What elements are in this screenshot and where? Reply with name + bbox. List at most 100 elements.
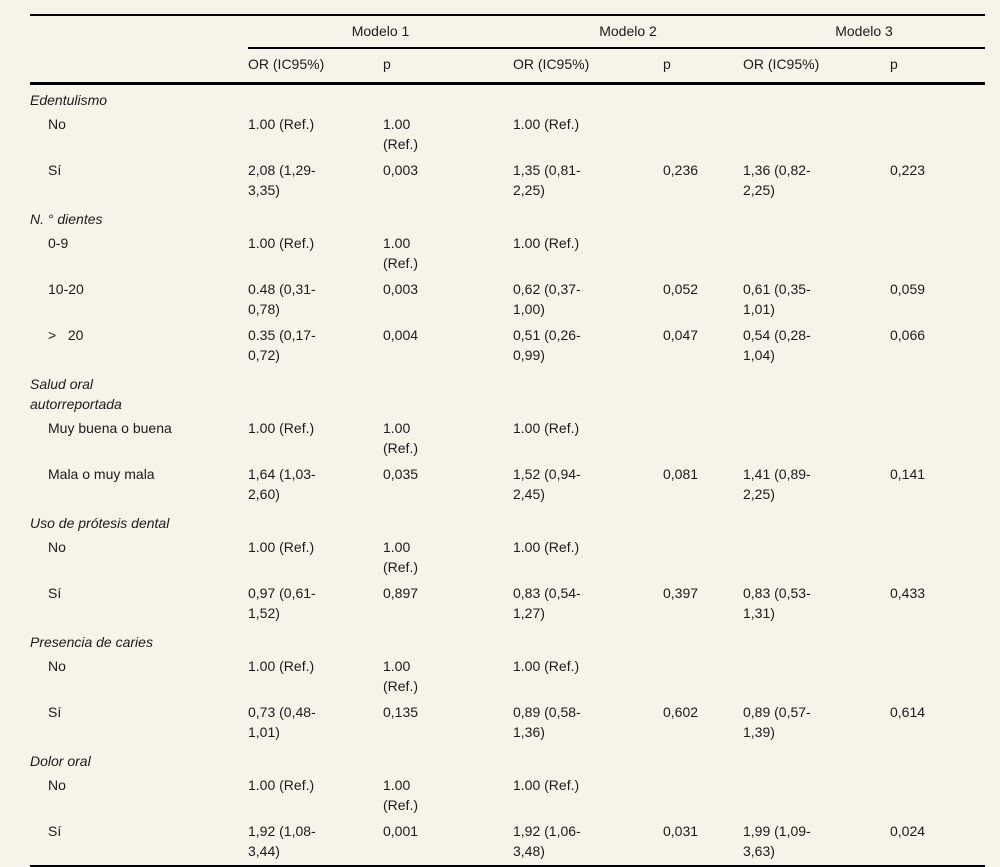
cell-m2-or: 1.00 (Ref.) bbox=[513, 235, 580, 251]
cell-m1-or: 1,64 (1,03- 2,60) bbox=[248, 466, 316, 502]
cell-m1-or: 2,08 (1,29- 3,35) bbox=[248, 162, 316, 198]
row-label: Sí bbox=[48, 585, 62, 601]
cell-m2-or: 1.00 (Ref.) bbox=[513, 658, 580, 674]
cell-m2-or: 1,92 (1,06- 3,48) bbox=[513, 823, 581, 859]
cell-m2-p bbox=[663, 773, 743, 819]
section-header-row: Presencia de caries bbox=[30, 627, 985, 654]
row-label: Muy buena o buena bbox=[48, 420, 172, 436]
corner-empty-cell bbox=[30, 15, 248, 48]
cell-m3-or: 0,54 (0,28- 1,04) bbox=[743, 327, 811, 363]
cell-m1-p: 1.00 (Ref.) bbox=[383, 420, 418, 456]
cell-m1-or: 1,92 (1,08- 3,44) bbox=[248, 823, 316, 859]
cell-m1-p: 0,035 bbox=[383, 466, 419, 482]
cell-m2-or: 1.00 (Ref.) bbox=[513, 420, 580, 436]
corner-empty-cell bbox=[30, 48, 248, 85]
subheader-or-m1: OR (IC95%) bbox=[248, 48, 383, 85]
cell-m3-p: 0,024 bbox=[890, 823, 926, 839]
results-table: Modelo 1 Modelo 2 Modelo 3 OR (IC95%) p … bbox=[30, 14, 985, 867]
cell-m3-p: 0,066 bbox=[890, 327, 926, 343]
cell-m1-p: 1.00 (Ref.) bbox=[383, 658, 418, 694]
table-row: Sí 2,08 (1,29- 3,35) 0,003 1,35 (0,81- 2,25… bbox=[30, 158, 985, 204]
section-header-row: Salud oral autorreportada bbox=[30, 369, 985, 416]
cell-m2-or: 1.00 (Ref.) bbox=[513, 539, 580, 555]
cell-m3-p bbox=[890, 112, 985, 158]
cell-m3-p bbox=[890, 231, 985, 277]
cell-m2-or: 0,62 (0,37- 1,00) bbox=[513, 281, 581, 317]
table-row: Sí 1,92 (1,08- 3,44) 0,001 1,92 (1,06- 3,48… bbox=[30, 819, 985, 866]
row-label: No bbox=[48, 539, 66, 555]
cell-m1-or: 1.00 (Ref.) bbox=[248, 116, 315, 132]
table-row: No 1.00 (Ref.) 1.00 (Ref.) 1.00 (Ref.) bbox=[30, 773, 985, 819]
cell-m2-p: 0,236 bbox=[663, 162, 699, 178]
cell-m2-or: 1,35 (0,81- 2,25) bbox=[513, 162, 581, 198]
subheader-or-m2: OR (IC95%) bbox=[513, 48, 663, 85]
table-row: Mala o muy mala 1,64 (1,03- 2,60) 0,035 1,5… bbox=[30, 462, 985, 508]
column-group-modelo-3: Modelo 3 bbox=[743, 15, 985, 49]
cell-m3-or bbox=[743, 112, 890, 158]
sub-header-row: OR (IC95%) p OR (IC95%) p OR (IC95%) p bbox=[30, 48, 985, 85]
cell-m3-p: 0,059 bbox=[890, 281, 926, 297]
cell-m2-p: 0,602 bbox=[663, 704, 699, 720]
cell-m1-p: 1.00 (Ref.) bbox=[383, 777, 418, 813]
cell-m3-or bbox=[743, 416, 890, 462]
cell-m1-or: 1.00 (Ref.) bbox=[248, 420, 315, 436]
cell-m3-or bbox=[743, 535, 890, 581]
cell-m2-p bbox=[663, 654, 743, 700]
cell-m1-p: 1.00 (Ref.) bbox=[383, 539, 418, 575]
cell-m1-or: 1.00 (Ref.) bbox=[248, 658, 315, 674]
cell-m3-p bbox=[890, 535, 985, 581]
table-row: Sí 0,73 (0,48- 1,01) 0,135 0,89 (0,58- 1,36… bbox=[30, 700, 985, 746]
row-label: Sí bbox=[48, 162, 62, 178]
row-label: Sí bbox=[48, 823, 62, 839]
cell-m3-p bbox=[890, 654, 985, 700]
cell-m1-p: 1.00 (Ref.) bbox=[383, 235, 418, 271]
section-header-row: Uso de prótesis dental bbox=[30, 508, 985, 535]
row-label: > 20 bbox=[48, 327, 84, 343]
cell-m2-p bbox=[663, 112, 743, 158]
table-row: No 1.00 (Ref.) 1.00 (Ref.) 1.00 (Ref.) bbox=[30, 112, 985, 158]
cell-m3-p: 0,433 bbox=[890, 585, 926, 601]
row-label: Sí bbox=[48, 704, 62, 720]
row-label: No bbox=[48, 658, 66, 674]
subheader-p-m2: p bbox=[663, 48, 743, 85]
section-label: Dolor oral bbox=[30, 753, 91, 769]
cell-m2-or: 0,51 (0,26- 0,99) bbox=[513, 327, 581, 363]
section-header-row: N. ° dientes bbox=[30, 204, 985, 231]
cell-m2-p bbox=[663, 231, 743, 277]
section-label: Salud oral autorreportada bbox=[30, 376, 122, 412]
cell-m3-p bbox=[890, 416, 985, 462]
cell-m1-p: 0,001 bbox=[383, 823, 419, 839]
cell-m3-or bbox=[743, 773, 890, 819]
cell-m2-or: 0,89 (0,58- 1,36) bbox=[513, 704, 581, 740]
row-label: No bbox=[48, 116, 66, 132]
cell-m2-p: 0,052 bbox=[663, 281, 699, 297]
table-row: Muy buena o buena 1.00 (Ref.) 1.00 (Ref.) 1… bbox=[30, 416, 985, 462]
cell-m3-p: 0,614 bbox=[890, 704, 926, 720]
table-row: > 20 0.35 (0,17- 0,72) 0,004 0,51 (0,26- 0,… bbox=[30, 323, 985, 369]
row-label: Mala o muy mala bbox=[48, 466, 155, 482]
cell-m3-or: 0,89 (0,57- 1,39) bbox=[743, 704, 811, 740]
cell-m1-or: 1.00 (Ref.) bbox=[248, 777, 315, 793]
cell-m3-p bbox=[890, 773, 985, 819]
column-group-modelo-2: Modelo 2 bbox=[513, 15, 743, 49]
table-row: 10-20 0.48 (0,31- 0,78) 0,003 0,62 (0,37- 1… bbox=[30, 277, 985, 323]
cell-m3-or: 1,36 (0,82- 2,25) bbox=[743, 162, 811, 198]
cell-m2-p: 0,081 bbox=[663, 466, 699, 482]
row-label: 10-20 bbox=[48, 281, 84, 297]
cell-m2-p bbox=[663, 535, 743, 581]
cell-m1-p: 1.00 (Ref.) bbox=[383, 116, 418, 152]
cell-m1-or: 0.35 (0,17- 0,72) bbox=[248, 327, 316, 363]
row-label: 0-9 bbox=[48, 235, 69, 251]
cell-m2-p: 0,047 bbox=[663, 327, 699, 343]
cell-m3-or: 1,99 (1,09- 3,63) bbox=[743, 823, 811, 859]
cell-m3-or bbox=[743, 654, 890, 700]
cell-m1-or: 0,73 (0,48- 1,01) bbox=[248, 704, 316, 740]
subheader-p-m3: p bbox=[890, 48, 985, 85]
cell-m3-or: 1,41 (0,89- 2,25) bbox=[743, 466, 811, 502]
cell-m2-or: 1.00 (Ref.) bbox=[513, 777, 580, 793]
cell-m1-p: 0,003 bbox=[383, 281, 419, 297]
section-label: N. ° dientes bbox=[30, 211, 103, 227]
cell-m2-or: 1.00 (Ref.) bbox=[513, 116, 580, 132]
cell-m1-or: 1.00 (Ref.) bbox=[248, 235, 315, 251]
column-group-modelo-1: Modelo 1 bbox=[248, 15, 513, 49]
